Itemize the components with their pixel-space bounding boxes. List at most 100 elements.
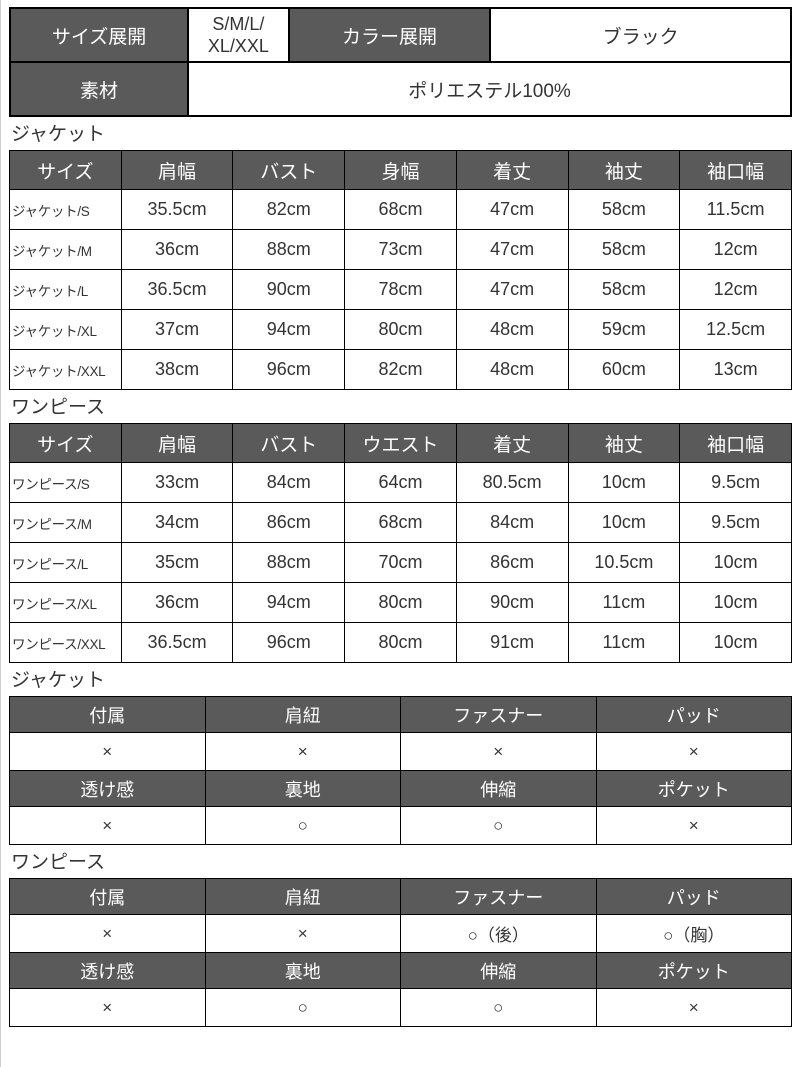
attr-header: ファスナー bbox=[400, 878, 597, 915]
attr-header: 裏地 bbox=[204, 952, 401, 989]
size-value: 35.5cm bbox=[120, 189, 234, 230]
attr-value: × bbox=[204, 914, 401, 953]
attr-value: ○ bbox=[204, 988, 401, 1027]
size-value: 35cm bbox=[120, 542, 234, 583]
size-value: 47cm bbox=[455, 269, 569, 310]
column-header: 肩幅 bbox=[120, 423, 234, 463]
size-value: 36.5cm bbox=[120, 269, 234, 310]
size-value: 12.5cm bbox=[679, 309, 792, 350]
attr-header-row: 付属 肩紐 ファスナー パッド bbox=[9, 878, 792, 915]
table-row: ワンピース/XXL 36.5cm 96cm 80cm 91cm 11cm 10cm bbox=[9, 622, 792, 663]
attr-value: ○ bbox=[400, 806, 597, 845]
size-range-value: S/M/L/ XL/XXL bbox=[187, 7, 290, 63]
column-header: ウエスト bbox=[344, 423, 457, 463]
size-value: 60cm bbox=[567, 349, 681, 390]
attr-header: ポケット bbox=[595, 952, 792, 989]
info-row-1: サイズ展開 S/M/L/ XL/XXL カラー展開 ブラック bbox=[8, 7, 792, 63]
row-label: ジャケット/S bbox=[9, 189, 122, 230]
size-value: 36.5cm bbox=[120, 622, 234, 663]
size-value: 80cm bbox=[344, 622, 457, 663]
size-value: 10cm bbox=[679, 582, 792, 623]
attr-header: パッド bbox=[595, 878, 792, 915]
table-row: ワンピース/L 35cm 88cm 70cm 86cm 10.5cm 10cm bbox=[9, 542, 792, 583]
size-value: 11cm bbox=[567, 582, 681, 623]
size-value: 68cm bbox=[344, 502, 457, 543]
column-header: 着丈 bbox=[455, 150, 569, 190]
onepiece-attributes-table: 付属 肩紐 ファスナー パッド × × ○（後） ○（胸） 透け感 裏地 伸縮 ポケット × ○ ○ × bbox=[9, 878, 792, 1027]
size-value: 64cm bbox=[344, 462, 457, 503]
size-value: 90cm bbox=[455, 582, 569, 623]
attr-value: × bbox=[9, 988, 206, 1027]
attr-header: 透け感 bbox=[9, 770, 206, 807]
attr-header: 付属 bbox=[9, 878, 206, 915]
size-value: 10cm bbox=[679, 542, 792, 583]
size-value: 88cm bbox=[232, 542, 346, 583]
section-title-onepiece-attrs: ワンピース bbox=[11, 852, 106, 873]
size-value: 80.5cm bbox=[455, 462, 569, 503]
table-row: ジャケット/M 36cm 88cm 73cm 47cm 58cm 12cm bbox=[9, 229, 792, 270]
size-value: 78cm bbox=[344, 269, 457, 310]
size-value: 38cm bbox=[120, 349, 234, 390]
column-header: 着丈 bbox=[455, 423, 569, 463]
size-value: 47cm bbox=[455, 189, 569, 230]
size-value: 10.5cm bbox=[567, 542, 681, 583]
size-value: 84cm bbox=[455, 502, 569, 543]
row-label: ワンピース/S bbox=[9, 462, 122, 503]
row-label: ワンピース/M bbox=[9, 502, 122, 543]
color-range-value: ブラック bbox=[489, 7, 792, 63]
attr-header: 裏地 bbox=[204, 770, 401, 807]
size-value: 11.5cm bbox=[679, 189, 792, 230]
size-value: 9.5cm bbox=[679, 462, 792, 503]
column-header: 肩幅 bbox=[120, 150, 234, 190]
size-value: 80cm bbox=[344, 582, 457, 623]
attr-value-row: × ○ ○ × bbox=[9, 988, 792, 1027]
section-title-onepiece-size: ワンピース bbox=[11, 397, 106, 418]
size-value: 11cm bbox=[567, 622, 681, 663]
size-value: 96cm bbox=[232, 349, 346, 390]
size-value: 68cm bbox=[344, 189, 457, 230]
table-row: ワンピース/S 33cm 84cm 64cm 80.5cm 10cm 9.5cm bbox=[9, 462, 792, 503]
attr-value: ○（後） bbox=[400, 914, 597, 953]
attr-value: ○（胸） bbox=[595, 914, 792, 953]
column-header: バスト bbox=[232, 150, 346, 190]
attr-header-row: 透け感 裏地 伸縮 ポケット bbox=[9, 770, 792, 807]
attr-value: × bbox=[9, 914, 206, 953]
size-value: 94cm bbox=[232, 582, 346, 623]
attr-header-row: 透け感 裏地 伸縮 ポケット bbox=[9, 952, 792, 989]
attr-value: × bbox=[400, 732, 597, 771]
attr-value: × bbox=[595, 732, 792, 771]
size-value: 90cm bbox=[232, 269, 346, 310]
row-label: ジャケット/L bbox=[9, 269, 122, 310]
row-label: ワンピース/L bbox=[9, 542, 122, 583]
size-value: 73cm bbox=[344, 229, 457, 270]
attr-header: 伸縮 bbox=[400, 952, 597, 989]
size-value: 86cm bbox=[455, 542, 569, 583]
attr-value: × bbox=[204, 732, 401, 771]
size-value: 10cm bbox=[567, 502, 681, 543]
column-header: サイズ bbox=[9, 150, 122, 190]
size-value: 82cm bbox=[232, 189, 346, 230]
size-value: 82cm bbox=[344, 349, 457, 390]
size-value: 36cm bbox=[120, 582, 234, 623]
attr-header: ポケット bbox=[595, 770, 792, 807]
column-header: 身幅 bbox=[344, 150, 457, 190]
column-header: 袖丈 bbox=[567, 150, 681, 190]
table-row: ジャケット/L 36.5cm 90cm 78cm 47cm 58cm 12cm bbox=[9, 269, 792, 310]
attr-value: ○ bbox=[400, 988, 597, 1027]
column-header: 袖丈 bbox=[567, 423, 681, 463]
attr-value: ○ bbox=[204, 806, 401, 845]
row-label: ジャケット/XXL bbox=[9, 349, 122, 390]
size-value: 10cm bbox=[567, 462, 681, 503]
size-value: 47cm bbox=[455, 229, 569, 270]
size-value: 37cm bbox=[120, 309, 234, 350]
row-label: ワンピース/XXL bbox=[9, 622, 122, 663]
attr-header: ファスナー bbox=[400, 696, 597, 733]
column-header: 袖口幅 bbox=[679, 423, 792, 463]
size-value: 12cm bbox=[679, 269, 792, 310]
attr-header: 肩紐 bbox=[204, 696, 401, 733]
material-label: 素材 bbox=[8, 61, 190, 117]
section-title-jacket-attrs: ジャケット bbox=[11, 670, 106, 691]
size-value: 58cm bbox=[567, 189, 681, 230]
attr-value-row: × × ○（後） ○（胸） bbox=[9, 914, 792, 953]
